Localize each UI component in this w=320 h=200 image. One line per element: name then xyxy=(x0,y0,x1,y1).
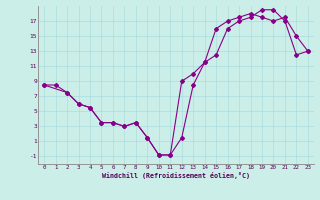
X-axis label: Windchill (Refroidissement éolien,°C): Windchill (Refroidissement éolien,°C) xyxy=(102,172,250,179)
